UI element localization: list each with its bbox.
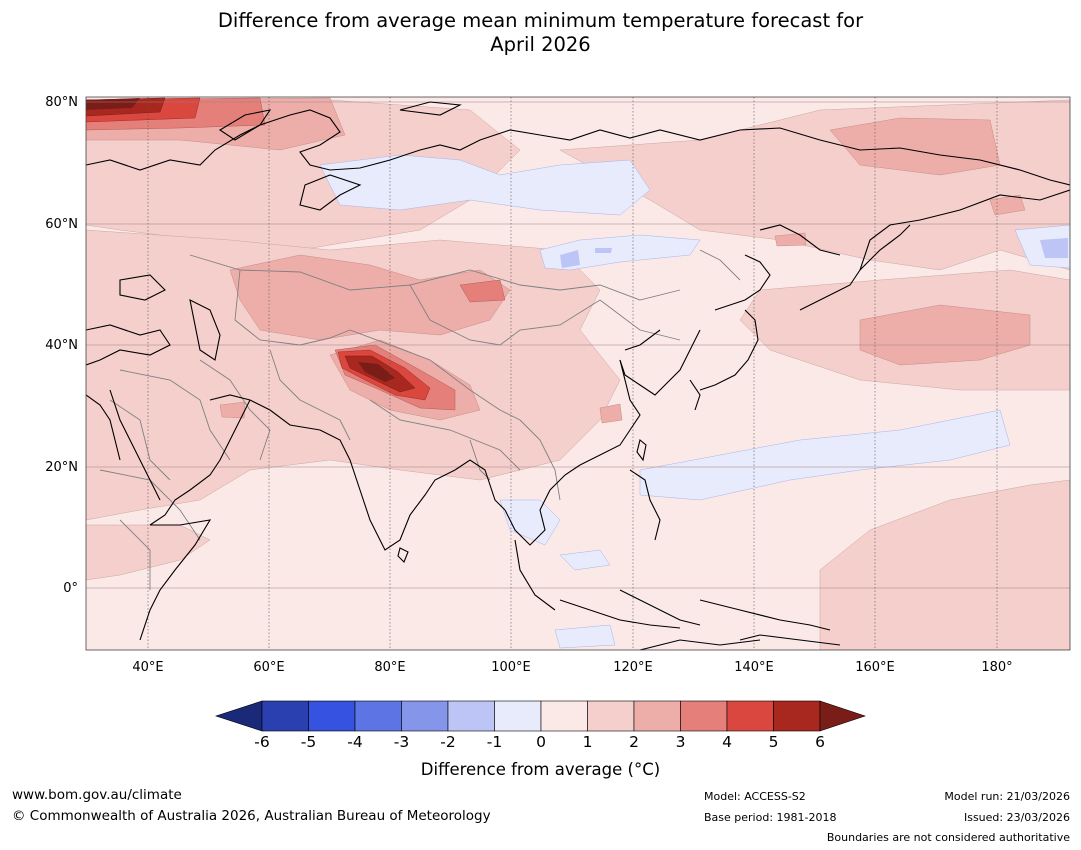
anomaly-band-minus1-0 xyxy=(319,154,1070,649)
colorbar-segment xyxy=(308,700,356,732)
colorbar-tick-label: 0 xyxy=(536,733,546,751)
colorbar-segment xyxy=(726,700,774,732)
lon-label-60e: 60°E xyxy=(253,660,285,675)
coastlines xyxy=(86,101,1070,650)
colorbar-segment xyxy=(494,700,542,732)
lon-label-140e: 140°E xyxy=(734,660,774,675)
disclaimer-text: Boundaries are not considered authoritat… xyxy=(826,831,1070,844)
colorbar-segment xyxy=(633,700,681,732)
colorbar-tick-label: 1 xyxy=(582,733,593,751)
model-text: Model: ACCESS-S2 xyxy=(704,790,806,803)
colorbar-tick-label: 2 xyxy=(629,733,639,751)
colorbar-segment xyxy=(540,700,588,732)
lat-label-40n: 40°N xyxy=(45,338,78,353)
colorbar-tick-label: -1 xyxy=(486,733,503,751)
colorbar-segment xyxy=(401,700,449,732)
lon-label-40e: 40°E xyxy=(132,660,164,675)
colorbar-segment xyxy=(447,700,495,732)
colorbar-tick-label: 6 xyxy=(815,733,825,751)
colorbar-segment xyxy=(261,700,309,732)
issued-text: Issued: 23/03/2026 xyxy=(963,811,1070,824)
lon-label-100e: 100°E xyxy=(491,660,531,675)
colorbar-segment xyxy=(587,700,635,732)
colorbar-extend-low xyxy=(215,700,263,732)
country-boundaries xyxy=(99,249,741,590)
anomaly-map xyxy=(85,96,1071,651)
colorbar-label: Difference from average (°C) xyxy=(420,760,661,779)
colorbar-tick-label: -5 xyxy=(300,733,317,751)
lon-label-180: 180° xyxy=(981,660,1013,675)
lat-label-60n: 60°N xyxy=(45,217,78,232)
colorbar-tick-label: 3 xyxy=(675,733,686,751)
lon-label-80e: 80°E xyxy=(374,660,406,675)
lat-label-80n: 80°N xyxy=(45,95,78,110)
colorbar-tick-label: 5 xyxy=(768,733,779,751)
chart-title-line1: Difference from average mean minimum tem… xyxy=(217,9,864,32)
lat-label-20n: 20°N xyxy=(45,460,78,475)
base-period-text: Base period: 1981-2018 xyxy=(704,811,837,824)
model-run-text: Model run: 21/03/2026 xyxy=(944,790,1070,803)
lat-label-0: 0° xyxy=(63,581,78,596)
colorbar-segment xyxy=(680,700,728,732)
colorbar-tick-label: -3 xyxy=(393,733,410,751)
colorbar xyxy=(215,700,866,732)
colorbar-tick-label: 4 xyxy=(722,733,732,751)
anomaly-band-minus2-minus1 xyxy=(560,238,1068,268)
colorbar-extend-high xyxy=(819,700,866,732)
colorbar-segment xyxy=(354,700,402,732)
anomaly-band-above-6 xyxy=(86,98,395,382)
website-link[interactable]: www.bom.gov.au/climate xyxy=(12,787,182,803)
colorbar-tick-label: -2 xyxy=(440,733,456,751)
copyright-text: © Commonwealth of Australia 2026, Austra… xyxy=(12,808,491,824)
colorbar-segment xyxy=(773,700,821,732)
chart-title-line2: April 2026 xyxy=(490,33,591,56)
lon-label-120e: 120°E xyxy=(613,660,653,675)
graticule xyxy=(86,97,1070,650)
colorbar-tick-label: -4 xyxy=(347,733,363,751)
colorbar-tick-label: -6 xyxy=(254,733,270,751)
lon-label-160e: 160°E xyxy=(855,660,895,675)
